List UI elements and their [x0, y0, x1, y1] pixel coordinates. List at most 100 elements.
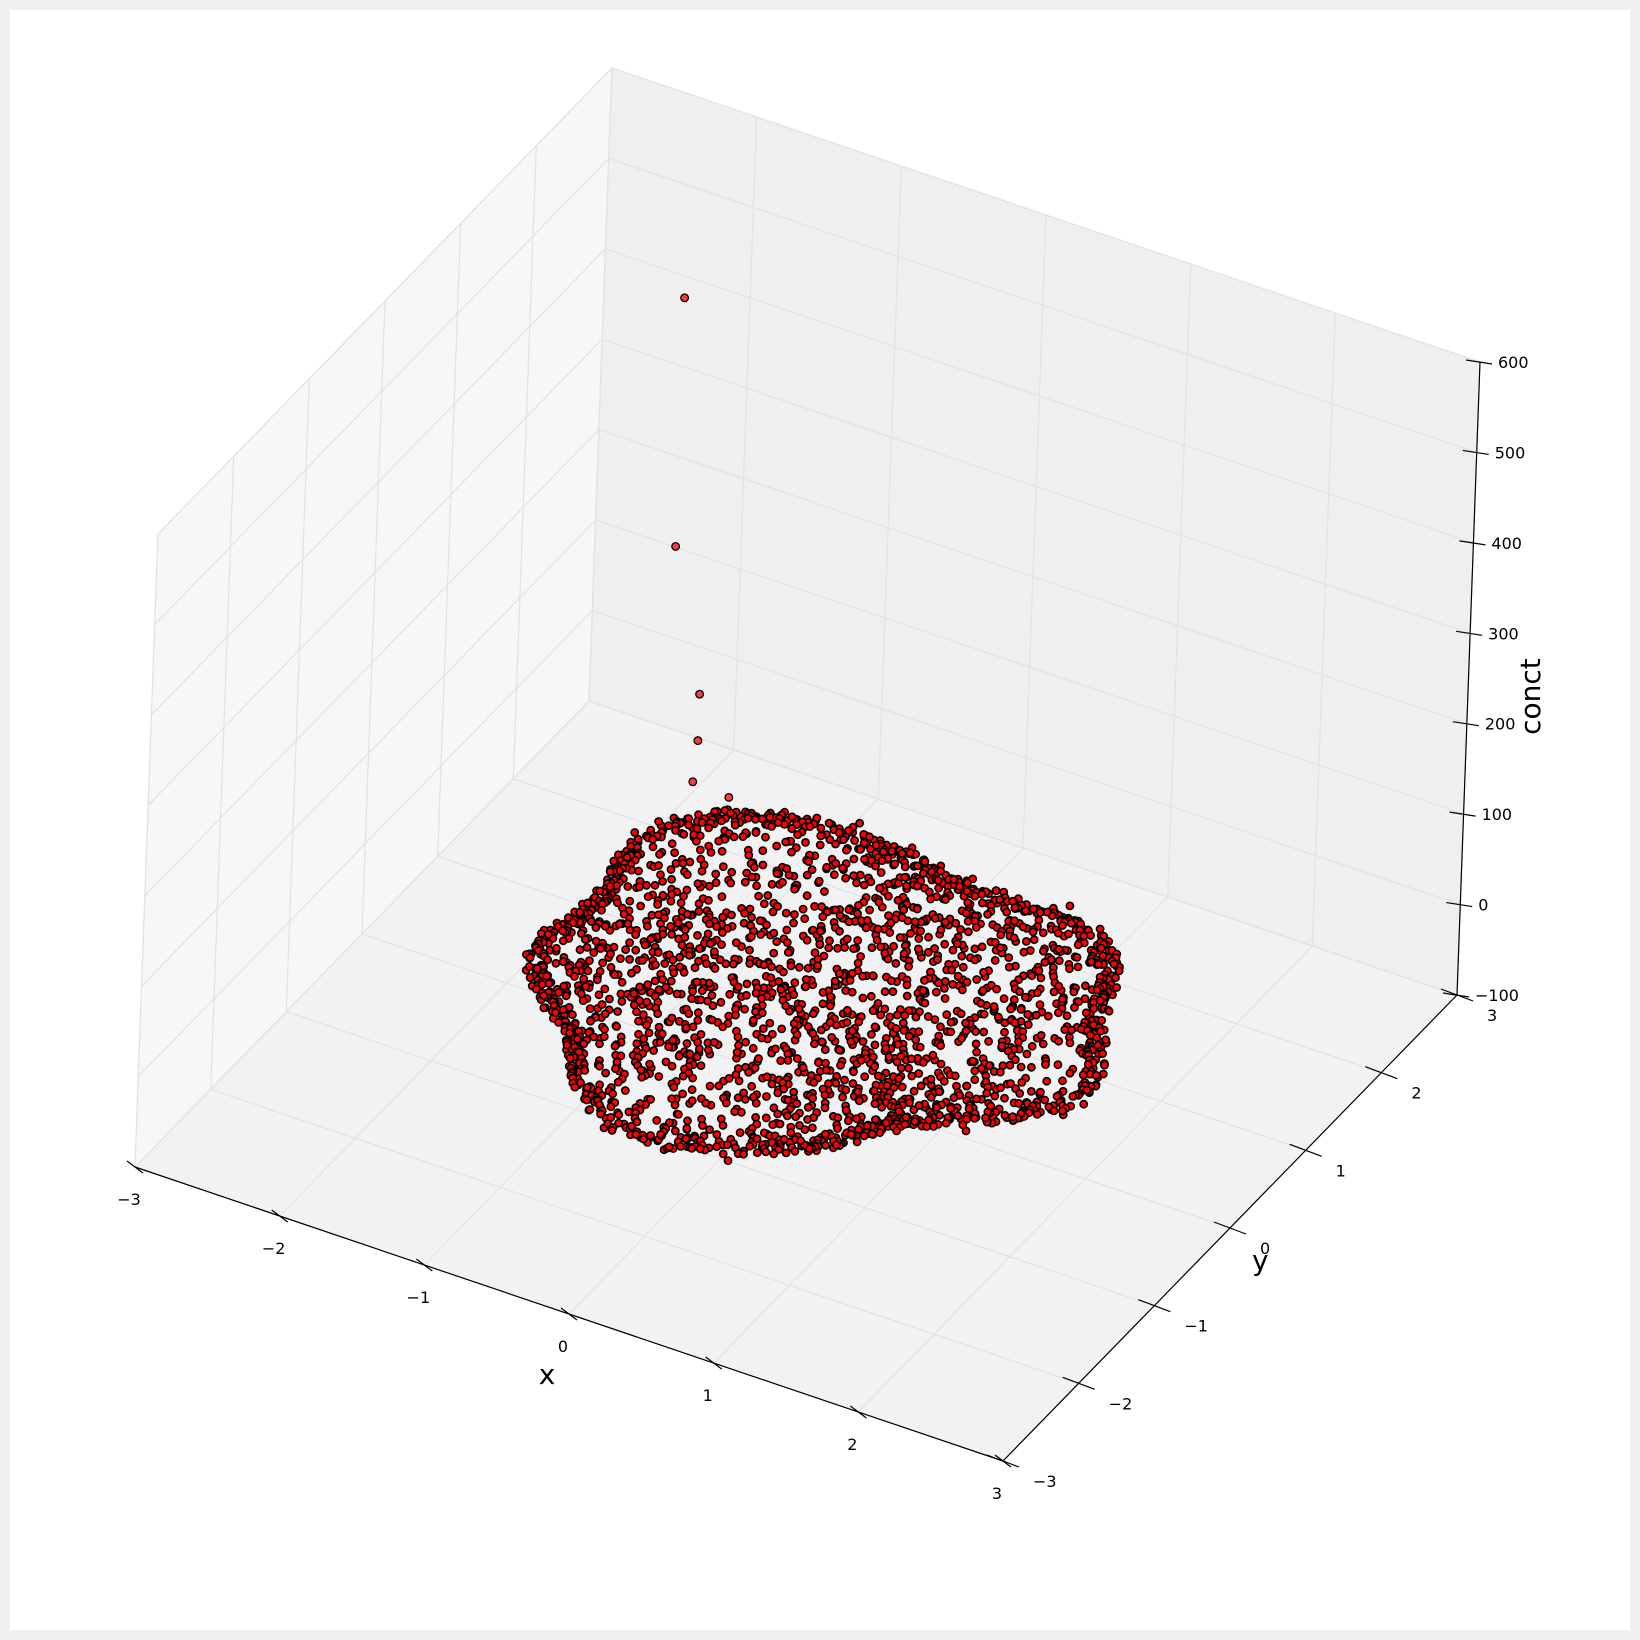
data-point	[926, 894, 935, 904]
data-point	[539, 1003, 549, 1013]
data-point	[654, 1072, 664, 1081]
data-point	[761, 1113, 771, 1123]
data-point	[1015, 1089, 1025, 1098]
data-point	[702, 959, 711, 968]
data-point	[930, 944, 939, 953]
data-point	[704, 841, 714, 851]
data-point	[821, 1065, 831, 1075]
data-point	[685, 950, 694, 960]
grid-line	[157, 67, 1481, 535]
data-point	[856, 952, 865, 961]
data-point	[979, 1027, 989, 1037]
data-point	[901, 1112, 911, 1122]
data-point	[1036, 1031, 1046, 1040]
data-point	[595, 1061, 604, 1071]
data-point	[734, 1040, 743, 1050]
data-point	[996, 930, 1006, 940]
data-point	[1070, 1003, 1079, 1012]
z-tick-label: 100	[1482, 805, 1513, 824]
data-point	[831, 1140, 841, 1150]
data-point	[565, 1053, 575, 1063]
data-point	[964, 1104, 974, 1113]
data-point	[1111, 973, 1120, 983]
data-point	[551, 958, 561, 968]
data-point	[918, 1058, 928, 1067]
data-point	[909, 1086, 919, 1096]
data-point	[582, 943, 592, 952]
data-point	[688, 1073, 697, 1083]
data-point	[625, 896, 635, 906]
data-point	[899, 949, 909, 959]
x-tick-label: 0	[558, 1337, 568, 1356]
data-point	[609, 942, 619, 952]
data-point	[1029, 904, 1038, 914]
data-point	[1053, 928, 1063, 938]
data-point	[947, 965, 956, 975]
data-point	[773, 1088, 783, 1098]
data-point	[814, 1058, 823, 1067]
data-point	[1036, 1087, 1045, 1097]
data-point	[586, 1016, 595, 1026]
data-point	[850, 836, 859, 845]
data-point	[894, 878, 903, 888]
data-point	[833, 943, 842, 953]
data-point	[612, 1022, 621, 1031]
data-point	[904, 962, 913, 971]
data-point	[949, 1093, 959, 1103]
data-point	[765, 813, 775, 822]
data-point	[972, 1047, 981, 1057]
data-point	[1006, 1004, 1015, 1014]
data-point	[934, 978, 943, 988]
data-point	[625, 938, 634, 947]
data-point	[661, 1057, 671, 1067]
data-point	[1053, 1060, 1063, 1070]
data-point	[836, 1060, 845, 1070]
data-point	[842, 934, 852, 944]
data-point	[599, 1032, 609, 1042]
data-point	[990, 937, 1000, 947]
data-point	[867, 943, 877, 953]
data-point	[867, 1129, 877, 1139]
data-point	[558, 957, 568, 967]
data-point	[902, 980, 912, 990]
data-point	[1038, 928, 1048, 938]
x-tick	[705, 1356, 723, 1370]
data-point	[724, 1074, 734, 1083]
data-point	[808, 1029, 818, 1038]
data-point	[859, 1131, 869, 1141]
data-point	[957, 1033, 966, 1043]
data-point	[742, 990, 751, 1000]
data-point	[990, 956, 1000, 965]
data-point	[709, 1038, 719, 1047]
data-point	[822, 862, 832, 872]
data-point	[790, 910, 799, 919]
data-point	[825, 835, 835, 844]
y-tick	[1365, 1066, 1398, 1080]
data-point	[984, 1061, 994, 1071]
data-point	[968, 1056, 978, 1066]
data-point	[767, 1138, 777, 1147]
data-point	[1014, 1037, 1023, 1047]
data-point	[740, 1004, 749, 1014]
data-point	[740, 908, 749, 918]
data-point	[1074, 997, 1084, 1007]
data-point	[731, 938, 741, 947]
data-point	[905, 848, 915, 858]
data-point	[842, 845, 851, 855]
data-point	[897, 849, 907, 858]
data-point	[597, 1000, 607, 1009]
data-point	[1091, 1070, 1101, 1080]
data-point	[775, 1119, 785, 1129]
data-point	[1100, 1060, 1109, 1070]
data-point	[825, 936, 834, 946]
data-point	[634, 1016, 643, 1026]
data-point	[568, 918, 578, 928]
data-point	[772, 841, 782, 851]
data-point	[858, 1037, 868, 1046]
data-point	[995, 943, 1005, 953]
data-point	[818, 988, 828, 997]
data-point	[682, 1124, 692, 1133]
y-tick-label: −3	[1033, 1472, 1057, 1491]
data-point	[639, 1134, 648, 1144]
data-point	[1029, 935, 1039, 945]
